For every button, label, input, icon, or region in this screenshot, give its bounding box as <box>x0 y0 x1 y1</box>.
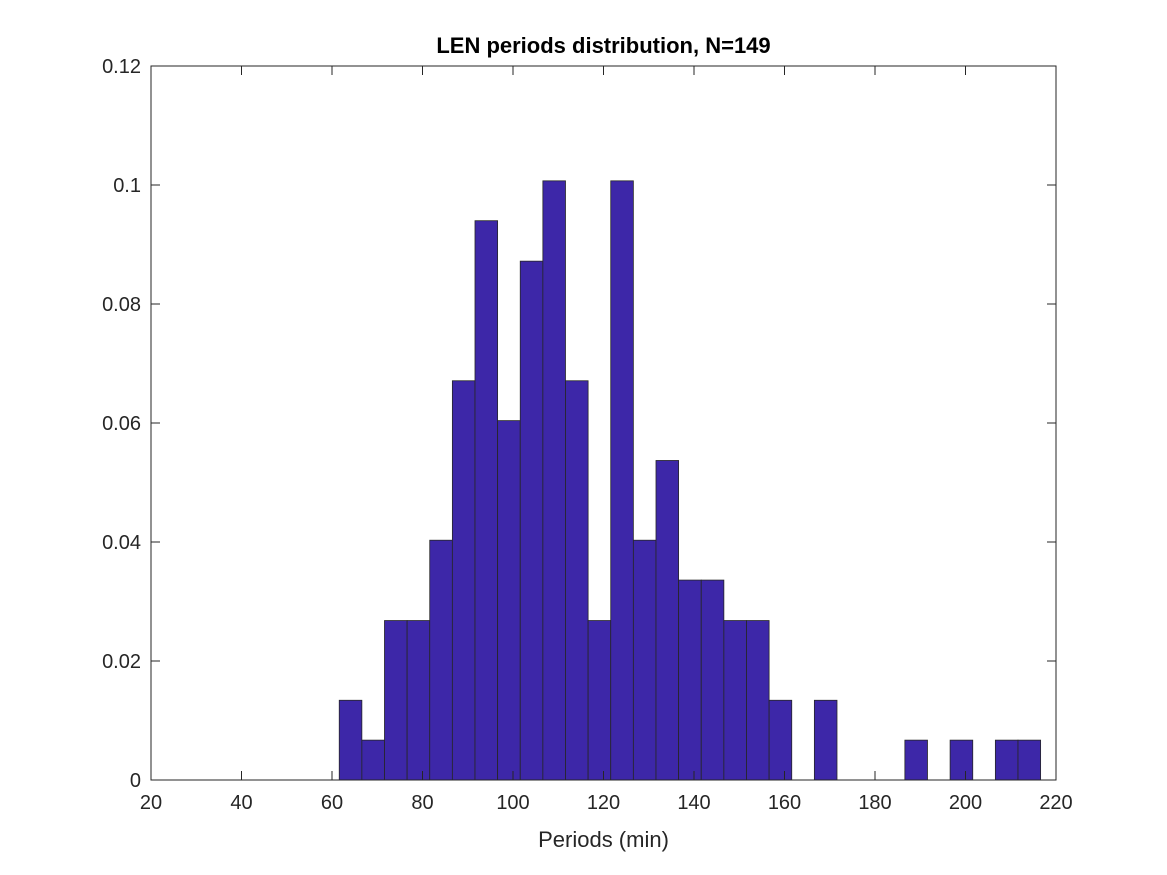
x-tick-label: 200 <box>949 792 982 814</box>
histogram-bar <box>813 699 838 781</box>
x-tick-label: 220 <box>1039 792 1072 814</box>
histogram-bar <box>361 739 385 781</box>
x-tick-label: 180 <box>858 792 891 814</box>
histogram-bar <box>542 180 566 781</box>
histogram-bar <box>384 620 408 781</box>
y-tick-label: 0.02 <box>102 651 141 673</box>
y-tick-label: 0.08 <box>102 294 141 316</box>
histogram-bar <box>565 380 589 781</box>
y-tick-label: 0.06 <box>102 413 141 435</box>
histogram-bar <box>429 539 453 781</box>
y-tick-label: 0.1 <box>113 175 141 197</box>
histogram-bar <box>904 739 928 781</box>
histogram-bar <box>768 699 793 781</box>
chart-title: LEN periods distribution, N=149 <box>436 33 770 58</box>
bars-group <box>338 180 1042 781</box>
x-axis-label: Periods (min) <box>538 827 669 852</box>
x-tick-label: 60 <box>321 792 343 814</box>
histogram-bar <box>678 579 702 781</box>
x-tick-label: 40 <box>230 792 252 814</box>
x-tick-label: 160 <box>768 792 801 814</box>
x-tick-label: 100 <box>496 792 529 814</box>
histogram-bar <box>497 420 521 781</box>
y-tick-label: 0.04 <box>102 532 141 554</box>
x-tick-label: 80 <box>411 792 433 814</box>
histogram-bar <box>632 539 657 781</box>
y-tick-label: 0 <box>130 770 141 792</box>
histogram-bar <box>655 460 680 781</box>
histogram-bar <box>949 739 974 781</box>
histogram-bar <box>1017 739 1042 781</box>
ticks-group: 20 40 60 80 100 120 140 160 180 200 220 0 0.02 0.04 0.… <box>102 56 1073 814</box>
x-tick-label: 120 <box>587 792 620 814</box>
histogram-bar <box>723 620 747 781</box>
x-tick-label: 20 <box>140 792 162 814</box>
histogram-bar <box>451 380 476 781</box>
y-tick-label: 0.12 <box>102 56 141 78</box>
histogram-bar <box>994 739 1019 781</box>
histogram-bar <box>587 620 612 781</box>
histogram-bar <box>338 699 363 781</box>
histogram-bar <box>474 220 499 781</box>
histogram-bar <box>746 620 770 781</box>
histogram-bar <box>700 579 725 781</box>
x-tick-label: 140 <box>677 792 710 814</box>
histogram-bar <box>610 180 634 781</box>
histogram-bar <box>519 260 544 781</box>
histogram-bar <box>406 620 431 781</box>
